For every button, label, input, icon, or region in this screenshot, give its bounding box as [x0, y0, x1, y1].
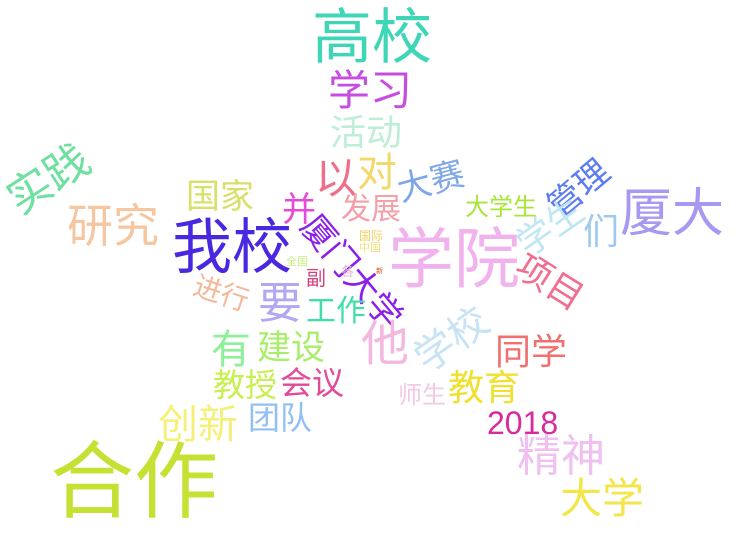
word-yanjiu: 研究	[67, 199, 159, 253]
word-xueyuan: 学院	[388, 221, 520, 298]
word-huodong: 活动	[330, 113, 403, 154]
word-2018: 2018	[487, 405, 559, 441]
word-quanguo: 全国	[286, 255, 308, 268]
word-daxuesheng: 大学生	[465, 193, 537, 221]
word-dui: 对	[357, 150, 397, 196]
word-yi: 以	[315, 154, 358, 203]
word-xin: 新	[376, 267, 383, 275]
word-daxue: 大学	[560, 474, 645, 523]
word-tongxue: 同学	[495, 332, 568, 373]
word-you: 有	[211, 327, 251, 373]
word-yao: 要	[258, 278, 302, 329]
word-ge: 各	[341, 265, 355, 280]
word-dasai: 大赛	[392, 153, 470, 211]
word-xiada: 厦大	[620, 184, 725, 244]
word-jianshe: 建设	[257, 328, 325, 368]
word-zhongguo: 中国	[359, 241, 381, 254]
word-guojia: 国家	[186, 177, 254, 217]
word-xiangmu: 项目	[507, 246, 591, 320]
word-chuangxin: 创新	[158, 402, 238, 448]
word-guoji: 国际	[359, 229, 384, 243]
word-jingshen: 精神	[517, 431, 605, 482]
word-gaoxiao: 高校	[312, 3, 432, 73]
word-tuandui: 团队	[248, 399, 313, 437]
word-hezuo: 合作	[50, 433, 219, 531]
word-jiaoyu: 教育	[448, 368, 521, 409]
word-xuexi: 学习	[328, 66, 413, 115]
word-jiaoshou: 教授	[213, 366, 278, 404]
word-men: 们	[583, 212, 620, 253]
word-bing: 并	[282, 190, 316, 230]
word-huiyi: 会议	[280, 364, 345, 402]
word-fazhan: 发展	[341, 192, 401, 227]
word-gongzuo: 工作	[306, 294, 366, 329]
word-shisheng: 师生	[398, 381, 446, 409]
word-woxiao: 我校	[172, 213, 292, 283]
word-fu: 副	[306, 266, 326, 290]
word-ta: 他	[361, 316, 410, 372]
